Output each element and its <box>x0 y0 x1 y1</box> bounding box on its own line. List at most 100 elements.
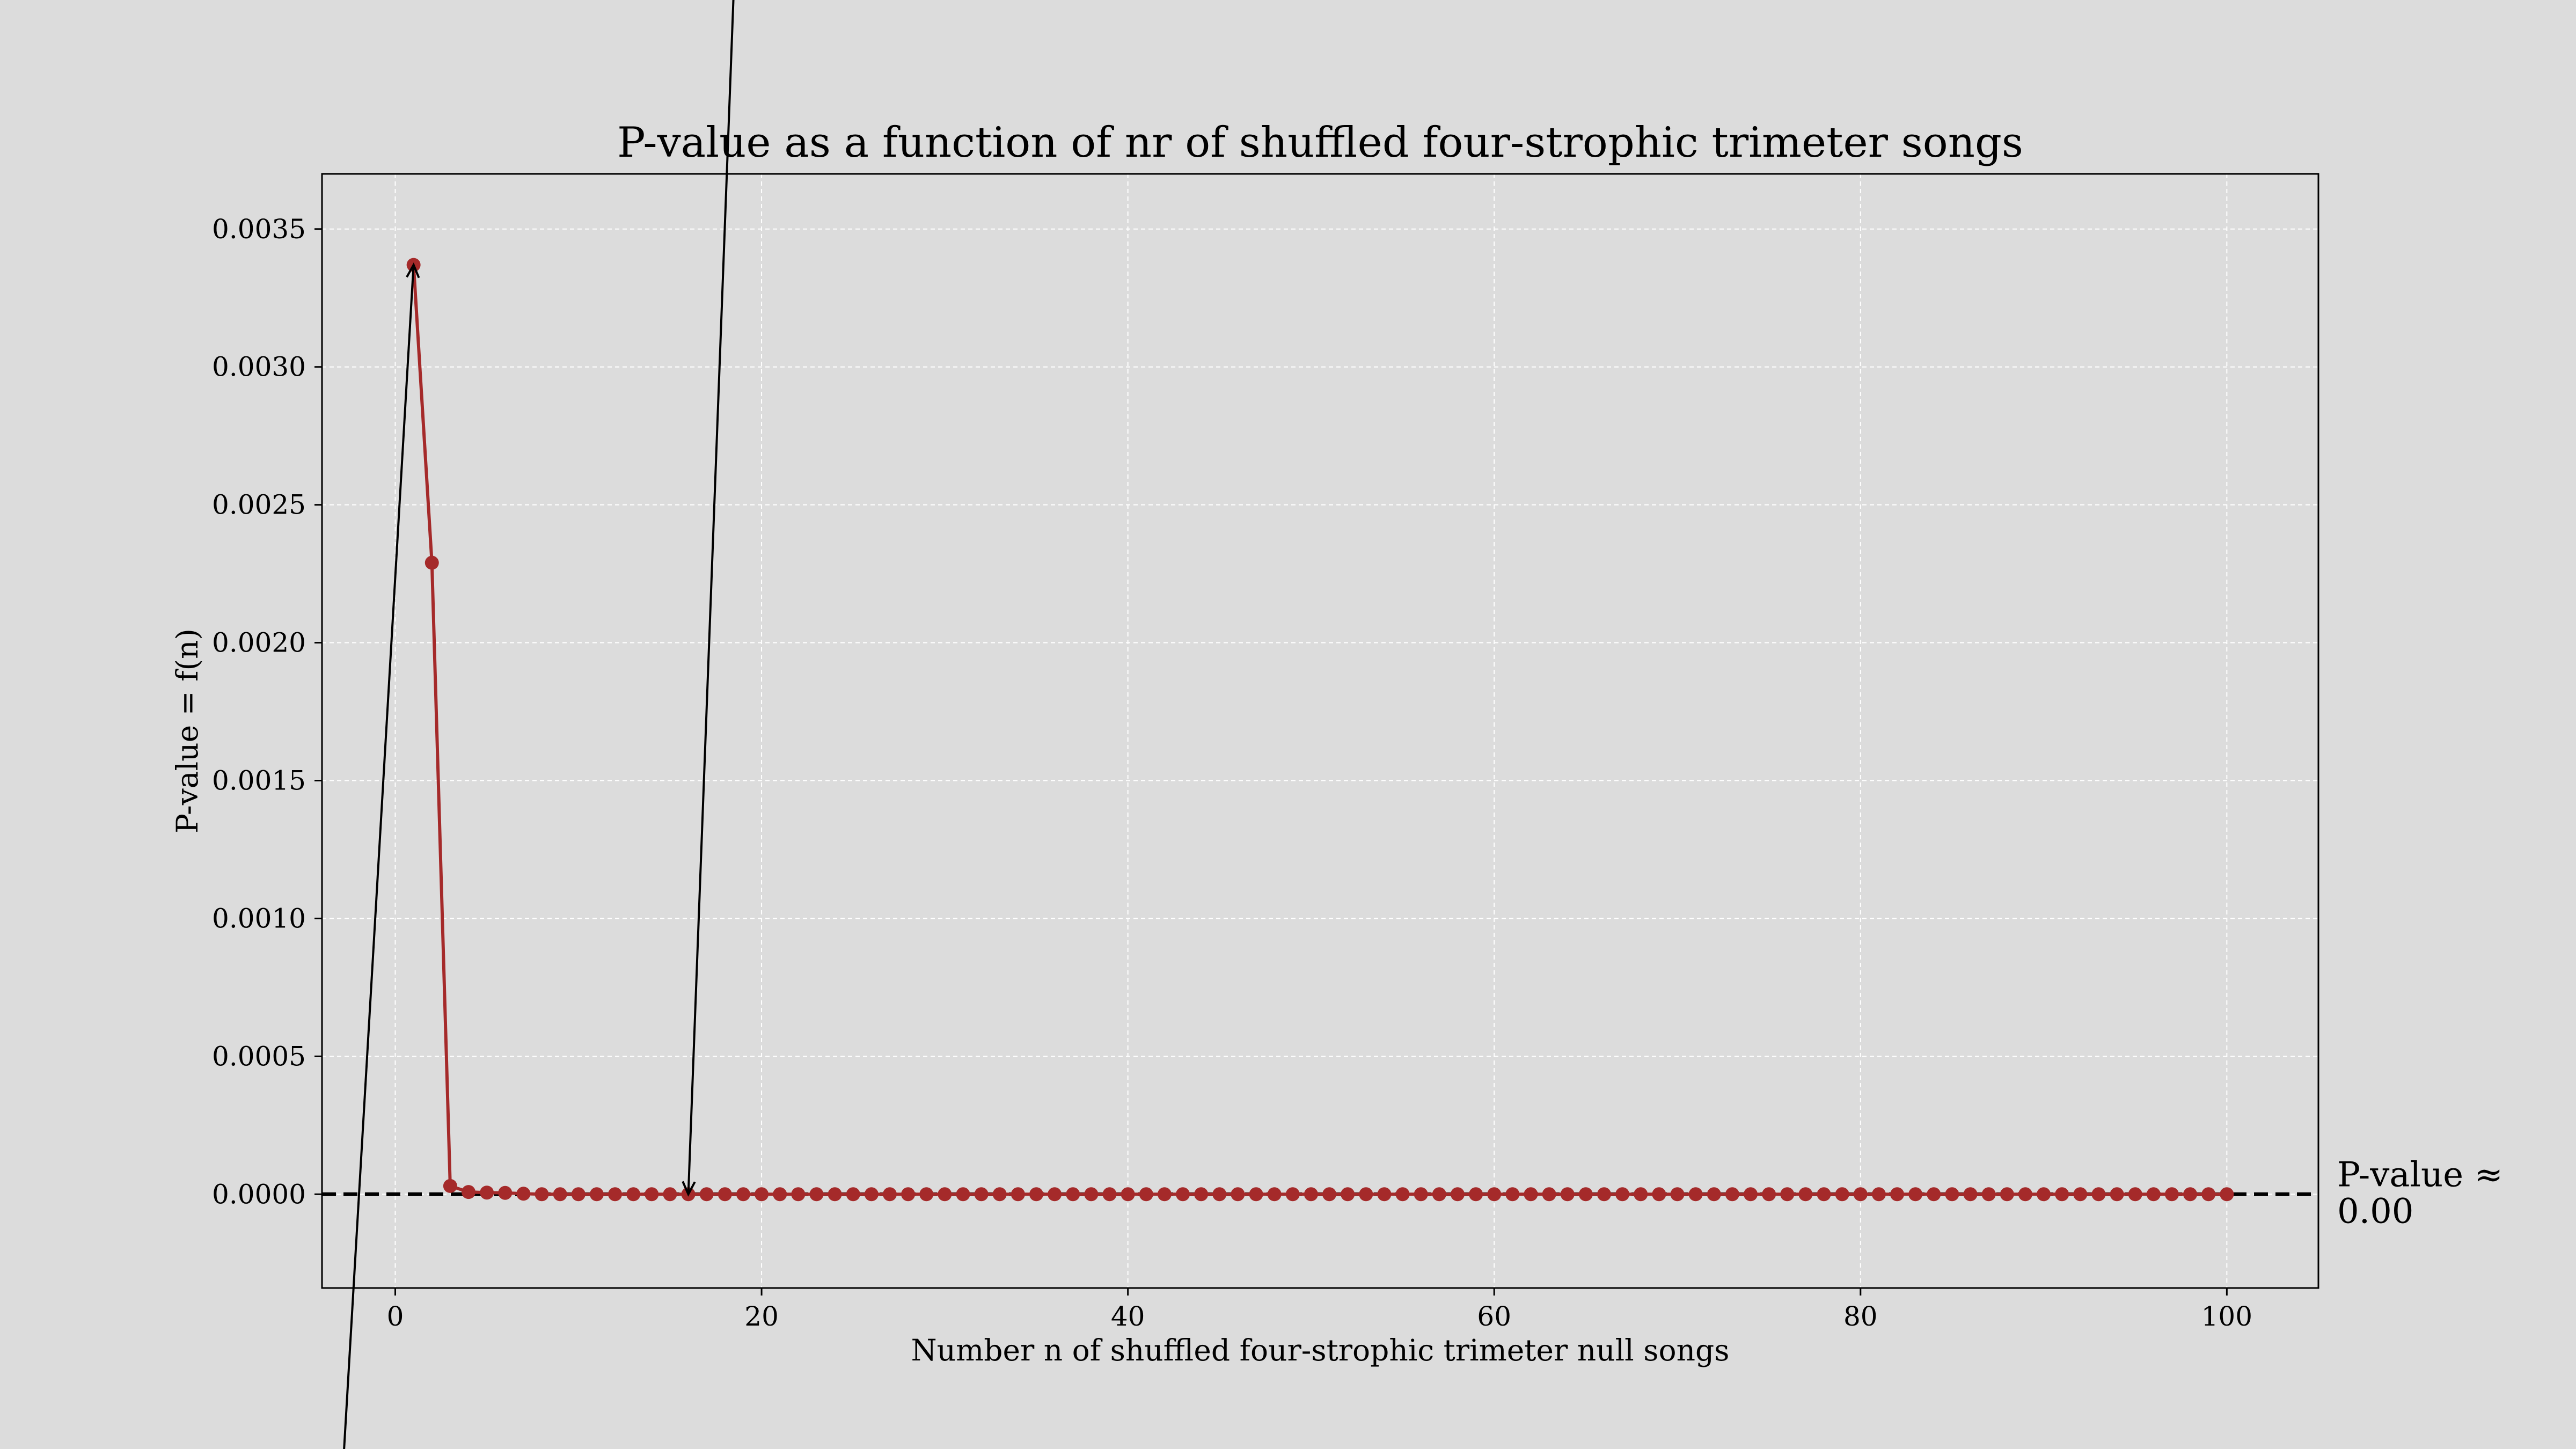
x-tick-label: 80 <box>1843 1301 1878 1332</box>
x-axis-label: Number n of shuffled four-strophic trime… <box>911 1333 1730 1367</box>
data-point <box>1212 1187 1227 1202</box>
data-point <box>2000 1187 2014 1202</box>
data-point <box>1725 1187 1739 1202</box>
data-point <box>1542 1187 1556 1202</box>
data-point <box>498 1185 513 1200</box>
data-point <box>443 1179 457 1193</box>
data-point <box>718 1187 732 1202</box>
y-tick-label: 0.0035 <box>212 214 306 245</box>
data-point <box>1139 1187 1153 1202</box>
data-point <box>1011 1187 1025 1202</box>
data-point <box>1121 1187 1135 1202</box>
x-axis: 0 20 40 60 80 100 <box>387 1288 2252 1332</box>
series-polyline <box>412 265 2227 1196</box>
data-point <box>1285 1187 1300 1202</box>
data-point <box>2018 1187 2032 1202</box>
data-point <box>828 1187 842 1202</box>
data-point <box>699 1187 714 1202</box>
annotation-arrow-head <box>682 1181 696 1197</box>
data-point <box>1634 1187 1648 1202</box>
data-point <box>2164 1187 2179 1202</box>
data-point <box>1450 1187 1465 1202</box>
data-point <box>901 1187 916 1202</box>
data-point <box>553 1187 567 1202</box>
y-tick-label: 0.0020 <box>212 627 306 658</box>
annotation-arrow-shaft <box>687 0 735 1195</box>
data-point <box>425 555 439 570</box>
data-point <box>571 1187 586 1202</box>
data-point <box>1249 1187 1263 1202</box>
data-point <box>1341 1187 1355 1202</box>
data-point <box>2091 1187 2106 1202</box>
data-point <box>516 1187 531 1201</box>
y-tick-label: 0.0030 <box>212 352 306 383</box>
data-point <box>974 1187 989 1202</box>
data-point <box>1707 1187 1721 1202</box>
data-point <box>773 1187 787 1202</box>
data-point <box>1615 1187 1630 1202</box>
x-tick-label: 40 <box>1111 1301 1145 1332</box>
data-point <box>1414 1187 1428 1202</box>
data-point <box>462 1185 476 1199</box>
data-point <box>1231 1187 1245 1202</box>
data-point <box>608 1187 623 1202</box>
data-point <box>1817 1187 1831 1202</box>
data-point <box>1744 1187 1758 1202</box>
series-line <box>412 265 2227 1196</box>
data-point <box>663 1187 677 1202</box>
data-point <box>919 1187 934 1202</box>
y-axis: 0.0000 0.0005 0.0010 0.0015 0.0020 0.0025 0.00… <box>212 214 322 1210</box>
p-value-annotation-line1: P-value ≈ <box>2337 1155 2503 1195</box>
x-tick-label: 60 <box>1477 1301 1511 1332</box>
data-point <box>1267 1187 1282 1202</box>
data-point <box>1432 1187 1446 1202</box>
data-point <box>1560 1187 1575 1202</box>
data-point <box>755 1187 769 1202</box>
data-point <box>1963 1187 1978 1202</box>
data-point <box>1524 1187 1538 1202</box>
data-point <box>1048 1187 1062 1202</box>
data-point <box>1780 1187 1795 1202</box>
data-point <box>992 1187 1007 1202</box>
plot-border <box>321 173 2319 1289</box>
chart-title: P-value as a function of nr of shuffled … <box>617 119 2023 167</box>
data-point <box>2110 1187 2124 1202</box>
data-point <box>1945 1187 1959 1202</box>
data-point <box>1927 1187 1941 1202</box>
data-point <box>2128 1187 2142 1202</box>
data-point <box>1908 1187 1923 1202</box>
data-point <box>1102 1187 1117 1202</box>
data-point <box>589 1187 604 1202</box>
data-point <box>645 1187 659 1202</box>
data-point <box>938 1187 952 1202</box>
annotation-arrow-shaft <box>343 265 415 1449</box>
annotation-arrows <box>343 0 735 1449</box>
data-point <box>480 1185 494 1200</box>
data-point <box>882 1187 897 1202</box>
data-point <box>809 1187 824 1202</box>
data-point <box>1853 1187 1868 1202</box>
data-point <box>1981 1187 1996 1202</box>
y-tick-label: 0.0005 <box>212 1041 306 1072</box>
y-tick-label: 0.0000 <box>212 1179 306 1210</box>
data-point <box>1762 1187 1776 1202</box>
data-point <box>1359 1187 1373 1202</box>
data-point <box>1597 1187 1611 1202</box>
data-point <box>1157 1187 1172 1202</box>
data-point <box>1487 1187 1502 1202</box>
data-point <box>864 1187 879 1202</box>
x-tick-label: 100 <box>2201 1301 2252 1332</box>
data-point <box>956 1187 970 1202</box>
data-point <box>1194 1187 1209 1202</box>
data-point <box>1469 1187 1483 1202</box>
data-point <box>1029 1187 1044 1202</box>
y-tick-label: 0.0015 <box>212 765 306 796</box>
data-point <box>1176 1187 1190 1202</box>
y-tick-label: 0.0010 <box>212 903 306 934</box>
data-point <box>1688 1187 1703 1202</box>
data-point <box>2183 1187 2198 1202</box>
data-point <box>2146 1187 2161 1202</box>
data-point <box>846 1187 860 1202</box>
data-point <box>1670 1187 1685 1202</box>
